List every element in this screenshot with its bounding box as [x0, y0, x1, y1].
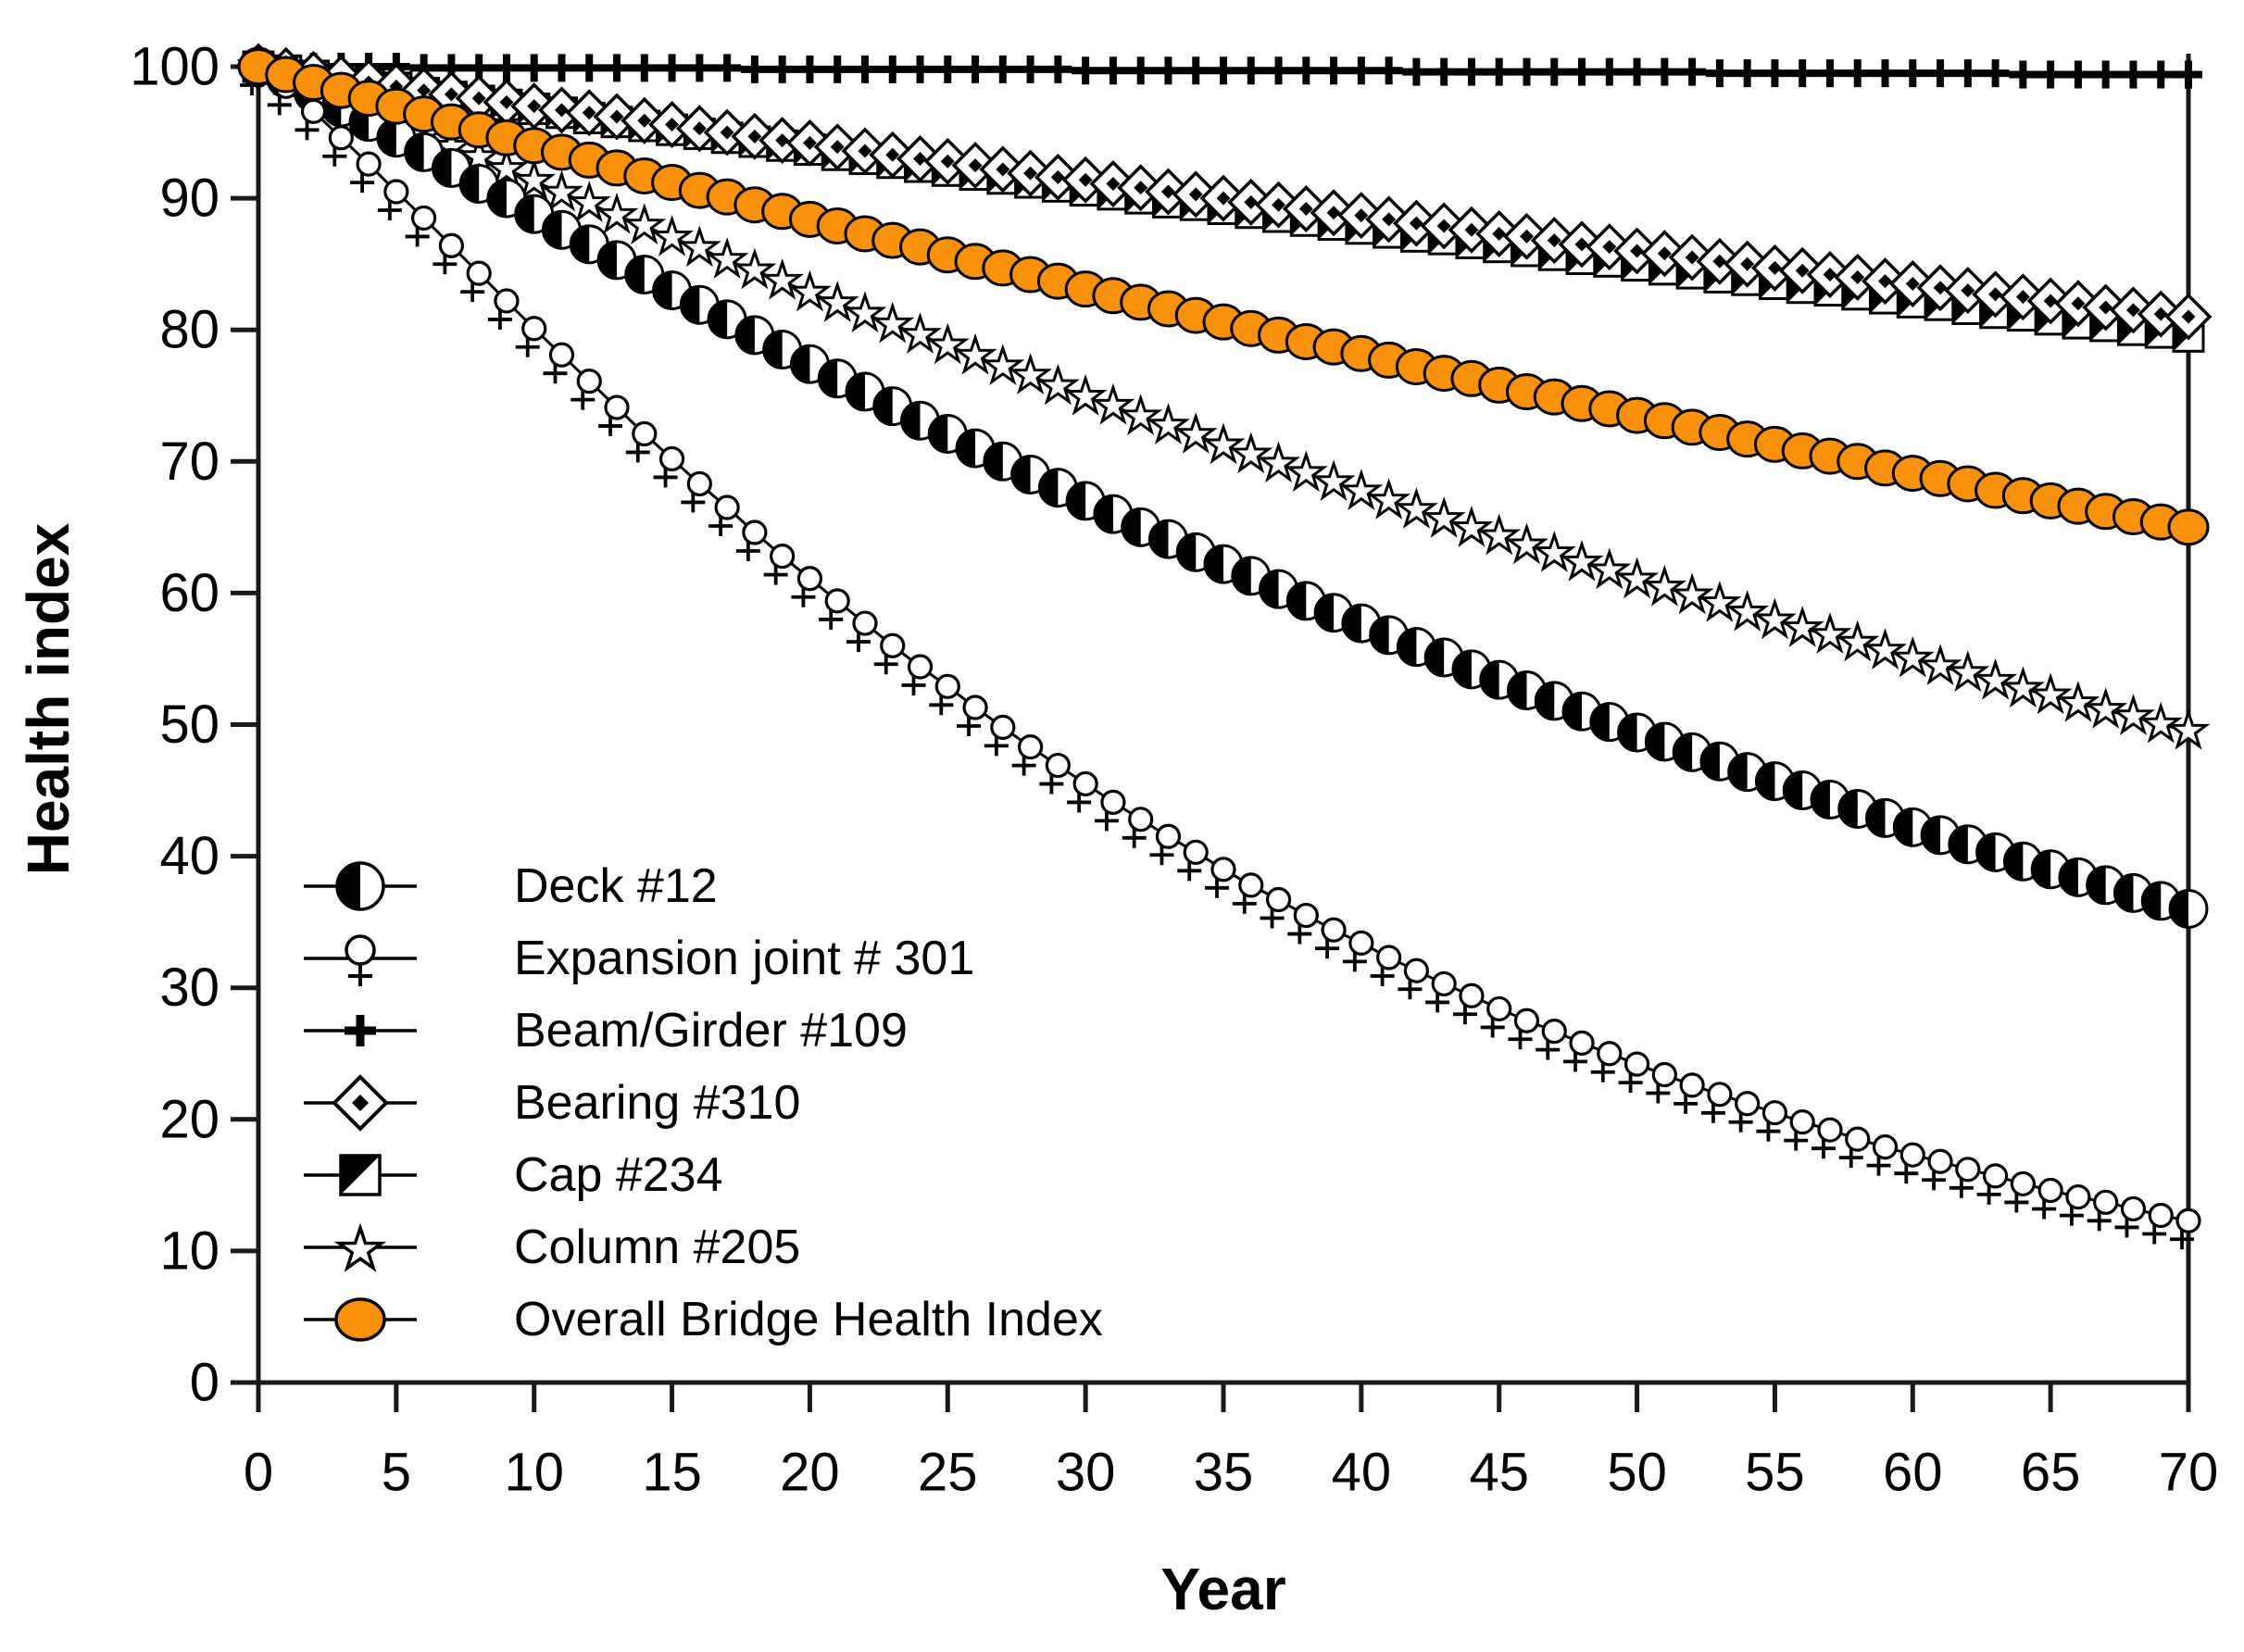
legend-label: Beam/Girder #109 [514, 1004, 908, 1058]
legend-item-column: Column #205 [302, 1211, 1103, 1283]
x-tick-label: 50 [1607, 1443, 1667, 1503]
y-axis-title: Health index [15, 522, 81, 876]
y-tick-label: 10 [159, 1220, 219, 1281]
legend-label: Column #205 [514, 1220, 801, 1274]
y-tick-label: 40 [159, 826, 219, 886]
y-axis: 0 10 20 30 40 50 60 70 80 90 100 [130, 37, 258, 1413]
y-tick-label: 30 [159, 957, 219, 1018]
y-tick-label: 80 [159, 300, 219, 360]
legend: Deck #12 Expansion joint # 301 Beam/Gird… [302, 850, 1103, 1356]
series-expansion-joint-301 [240, 54, 2201, 1250]
y-tick-label: 0 [190, 1353, 219, 1413]
x-tick-label: 40 [1332, 1443, 1392, 1503]
x-tick-label: 0 [244, 1443, 273, 1503]
legend-item-beam-girder: Beam/Girder #109 [302, 995, 1103, 1067]
legend-marker-half-circle-icon [304, 861, 417, 911]
x-tick-label: 65 [2021, 1443, 2081, 1503]
legend-item-bearing: Bearing #310 [302, 1067, 1103, 1139]
legend-label: Bearing #310 [514, 1076, 801, 1130]
series-overall-bridge-health-index [237, 48, 2210, 546]
legend-marker-orange-circle-icon [304, 1297, 417, 1342]
legend-label: Cap #234 [514, 1148, 723, 1202]
legend-item-expansion-joint: Expansion joint # 301 [302, 922, 1103, 995]
y-tick-label: 90 [159, 169, 219, 229]
x-tick-label: 20 [780, 1443, 840, 1503]
y-tick-label: 20 [159, 1089, 219, 1149]
legend-item-overall: Overall Bridge Health Index [302, 1283, 1103, 1356]
x-tick-label: 60 [1883, 1443, 1943, 1503]
x-tick-label: 10 [504, 1443, 564, 1503]
y-tick-label: 70 [159, 432, 219, 492]
y-tick-label: 60 [159, 563, 219, 623]
legend-label: Overall Bridge Health Index [514, 1293, 1103, 1346]
legend-marker-half-square-icon [304, 1154, 417, 1196]
x-tick-label: 45 [1469, 1443, 1529, 1503]
x-tick-label: 15 [642, 1443, 702, 1503]
legend-label: Expansion joint # 301 [514, 932, 975, 985]
legend-label: Deck #12 [514, 859, 718, 913]
x-tick-label: 30 [1056, 1443, 1116, 1503]
x-axis: 0 5 10 15 20 25 30 35 40 45 50 55 60 65 70 [244, 1383, 2218, 1503]
x-tick-label: 5 [382, 1443, 411, 1503]
x-tick-label: 55 [1745, 1443, 1805, 1503]
y-tick-label: 50 [159, 695, 219, 755]
legend-marker-circle-plus-icon [304, 934, 417, 986]
y-tick-label: 100 [130, 37, 219, 97]
legend-marker-plus-icon [304, 1015, 417, 1046]
legend-marker-diamond-icon [304, 1074, 417, 1132]
x-axis-title: Year [1160, 1556, 1286, 1622]
x-tick-label: 70 [2159, 1443, 2219, 1503]
x-tick-label: 35 [1194, 1443, 1254, 1503]
series-beam-girder-109 [244, 53, 2202, 89]
legend-item-deck: Deck #12 [302, 850, 1103, 922]
legend-marker-star-icon [304, 1222, 417, 1272]
series-bearing-310 [234, 43, 2213, 341]
legend-item-cap: Cap #234 [302, 1139, 1103, 1211]
x-tick-label: 25 [918, 1443, 978, 1503]
